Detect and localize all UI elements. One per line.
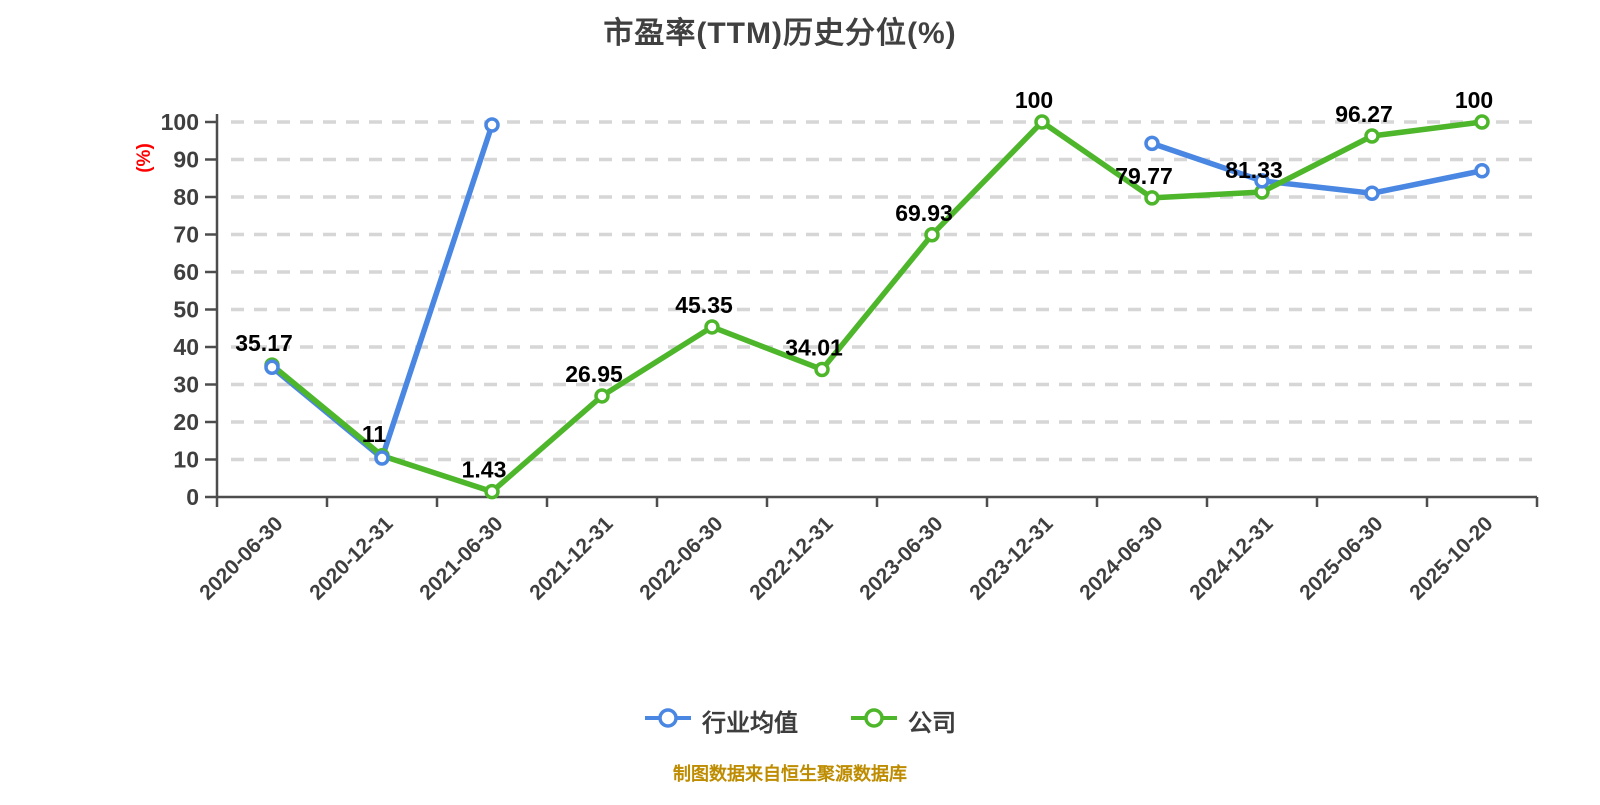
x-tick-label: 2024-06-30 bbox=[1075, 512, 1167, 604]
y-tick-label: 30 bbox=[173, 372, 199, 398]
y-tick-label: 80 bbox=[173, 184, 199, 210]
x-tick-label: 2022-06-30 bbox=[635, 512, 727, 604]
y-tick-label: 10 bbox=[173, 447, 199, 473]
series-markers-0 bbox=[264, 117, 1490, 466]
x-tick-label: 2020-06-30 bbox=[195, 512, 287, 604]
series-line-1 bbox=[269, 119, 1485, 495]
data-point[interactable] bbox=[484, 117, 500, 133]
x-tick-label: 2020-12-31 bbox=[305, 512, 397, 604]
legend-item-industry-average[interactable]: 行业均值 bbox=[644, 703, 798, 738]
y-axis-ticks: 0 10 20 30 40 50 60 70 80 90 100 bbox=[161, 109, 217, 510]
data-point[interactable] bbox=[1034, 114, 1050, 130]
y-tick-label: 0 bbox=[186, 484, 199, 510]
data-point[interactable] bbox=[814, 361, 830, 378]
x-tick-label: 2021-12-31 bbox=[525, 512, 617, 604]
y-tick-label: 40 bbox=[173, 334, 199, 360]
data-point-label: 26.95 bbox=[565, 361, 623, 387]
data-point-label: 45.35 bbox=[675, 292, 733, 318]
company-line-marker-icon bbox=[850, 706, 898, 735]
legend-label-industry-average: 行业均值 bbox=[702, 710, 798, 737]
x-tick-label: 2025-10-20 bbox=[1405, 512, 1497, 604]
data-source-note: 制图数据来自恒生聚源数据库 bbox=[673, 764, 907, 784]
x-tick-label: 2023-12-31 bbox=[965, 512, 1057, 604]
data-point[interactable] bbox=[1144, 135, 1160, 152]
data-point-label: 96.27 bbox=[1335, 101, 1393, 127]
data-point-label: 100 bbox=[1455, 87, 1493, 113]
x-tick-label: 2025-06-30 bbox=[1295, 512, 1387, 604]
legend-item-company[interactable]: 公司 bbox=[850, 703, 956, 738]
data-point[interactable] bbox=[1364, 185, 1380, 201]
data-point[interactable] bbox=[1144, 190, 1160, 206]
y-tick-label: 60 bbox=[173, 259, 199, 285]
data-point-label: 35.17 bbox=[235, 330, 293, 356]
data-point-label: 100 bbox=[1015, 87, 1053, 113]
data-point[interactable] bbox=[1254, 173, 1270, 189]
data-point[interactable] bbox=[1474, 163, 1490, 179]
data-point-label: 69.93 bbox=[895, 200, 953, 226]
y-tick-label: 90 bbox=[173, 147, 199, 173]
data-point-label: 11 bbox=[362, 421, 387, 447]
y-tick-label: 70 bbox=[173, 222, 199, 248]
chart-title: 市盈率(TTM)历史分位(%) bbox=[603, 17, 957, 50]
data-point[interactable] bbox=[1364, 128, 1380, 144]
data-labels: 35.17 11 1.43 26.95 45.35 34.01 69.93 100 79.77 8… bbox=[235, 87, 1493, 483]
legend-label-company: 公司 bbox=[908, 710, 956, 737]
x-tick-label: 2022-12-31 bbox=[745, 512, 837, 604]
data-point-label: 81.33 bbox=[1225, 157, 1283, 183]
x-tick-label: 2024-12-31 bbox=[1185, 512, 1277, 604]
data-point[interactable] bbox=[594, 388, 610, 404]
data-point[interactable] bbox=[484, 483, 500, 500]
data-point[interactable] bbox=[924, 227, 940, 243]
x-tick-label: 2021-06-30 bbox=[415, 512, 507, 604]
data-point-label: 1.43 bbox=[462, 457, 507, 483]
x-tick-label: 2023-06-30 bbox=[855, 512, 947, 604]
y-tick-label: 100 bbox=[161, 109, 199, 135]
data-point[interactable] bbox=[374, 450, 390, 466]
data-point-label: 34.01 bbox=[785, 334, 843, 360]
data-point-label: 79.77 bbox=[1115, 163, 1173, 189]
data-point[interactable] bbox=[704, 319, 720, 335]
legend: 行业均值 公司 bbox=[0, 703, 1600, 738]
data-point[interactable] bbox=[264, 359, 280, 375]
industry-line-marker-icon bbox=[644, 706, 692, 735]
data-point[interactable] bbox=[1474, 114, 1490, 130]
y-tick-label: 50 bbox=[173, 297, 199, 323]
x-axis-ticks: 2020-06-30 2020-12-31 2021-06-30 2021-12-31… bbox=[195, 497, 1539, 604]
y-gridlines bbox=[231, 120, 1537, 462]
y-axis-name: (%) bbox=[134, 143, 155, 173]
y-tick-label: 20 bbox=[173, 409, 199, 435]
